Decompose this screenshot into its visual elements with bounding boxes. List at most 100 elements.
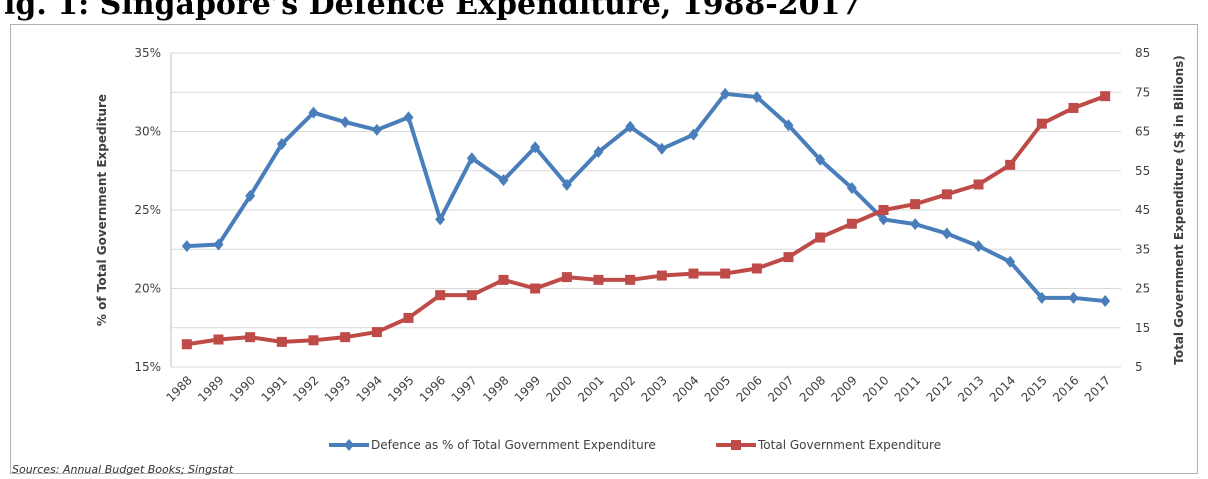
data-point-expenditure	[276, 336, 287, 347]
data-point-defence	[213, 238, 224, 251]
data-point-defence	[593, 145, 604, 158]
series-line-2	[186, 94, 1106, 347]
data-point-defence	[245, 189, 256, 202]
x-tick-label: 1994	[353, 373, 384, 404]
y-tick-label-left: 15%	[134, 360, 161, 374]
data-point-defence	[1036, 291, 1047, 304]
data-point-defence	[625, 120, 636, 133]
x-tick-label: 2012	[923, 373, 954, 404]
y-tick-label-right: 35	[1135, 242, 1150, 256]
data-point-expenditure	[1005, 159, 1016, 170]
x-tick-label: 2007	[765, 373, 796, 404]
data-point-defence	[656, 142, 667, 155]
data-point-defence	[941, 227, 952, 240]
data-point-expenditure	[561, 272, 572, 283]
data-point-expenditure	[1068, 102, 1079, 113]
y-tick-label-left: 20%	[134, 282, 161, 296]
x-tick-label: 2009	[828, 373, 859, 404]
data-point-expenditure	[656, 270, 667, 281]
data-point-defence	[910, 218, 921, 231]
data-point-expenditure	[530, 283, 541, 294]
data-point-expenditure	[720, 268, 731, 279]
data-point-expenditure	[973, 179, 984, 190]
legend-marker-diamond	[344, 439, 354, 451]
data-point-expenditure	[340, 332, 351, 343]
legend-marker-square	[731, 440, 741, 450]
data-point-defence	[751, 90, 762, 103]
data-point-defence	[181, 240, 192, 253]
page-title: ig. 1: Singapore’s Defence Expenditure, …	[4, 0, 862, 22]
source-note: Sources: Annual Budget Books; Singstat	[12, 463, 234, 476]
legend-label: Defence as % of Total Government Expendi…	[371, 438, 656, 452]
data-point-defence	[276, 138, 287, 151]
data-point-defence	[561, 178, 572, 191]
chart-frame: 15% 20% 25% 30% 35% 5 15 25 35 45 55 65 75 85 1988 1989…	[10, 24, 1198, 474]
y-tick-label-right: 45	[1135, 203, 1150, 217]
x-tick-label: 1993	[322, 373, 353, 404]
x-tick-label: 2014	[987, 373, 1018, 404]
data-point-defence	[1100, 295, 1111, 308]
data-point-defence	[498, 174, 509, 187]
x-tick-label: 2008	[797, 373, 828, 404]
data-point-expenditure	[403, 312, 414, 323]
data-point-defence	[308, 106, 319, 119]
x-tick-label: 1997	[448, 373, 479, 404]
data-point-expenditure	[1100, 91, 1111, 102]
x-tick-label: 1989	[195, 373, 226, 404]
x-tick-label: 1999	[512, 373, 543, 404]
data-point-expenditure	[213, 334, 224, 345]
data-point-defence	[371, 123, 382, 136]
y-tick-label-right: 55	[1135, 164, 1150, 178]
data-point-expenditure	[783, 252, 794, 263]
data-point-expenditure	[498, 274, 509, 285]
data-point-expenditure	[751, 263, 762, 274]
data-point-expenditure	[941, 189, 952, 200]
x-tick-label: 2010	[860, 373, 891, 404]
data-point-expenditure	[688, 268, 699, 279]
x-tick-label: 2016	[1050, 373, 1081, 404]
x-tick-label: 2015	[1018, 373, 1049, 404]
data-point-defence	[878, 213, 889, 226]
y-tick-label-right: 25	[1135, 282, 1150, 296]
y-tick-label-right: 65	[1135, 125, 1150, 139]
data-point-expenditure	[593, 274, 604, 285]
y-tick-label-left: 30%	[134, 125, 161, 139]
data-point-expenditure	[846, 218, 857, 229]
x-tick-label: 1992	[290, 373, 321, 404]
y-axis-title-right: Total Government Expenditure (S$ in Bill…	[1172, 55, 1186, 365]
y-tick-label-right: 15	[1135, 321, 1150, 335]
data-point-expenditure	[466, 290, 477, 301]
x-tick-label: 2005	[702, 373, 733, 404]
series-line-1	[186, 91, 1106, 304]
data-point-defence	[1005, 255, 1016, 268]
data-point-expenditure	[308, 335, 319, 346]
data-point-defence	[1068, 291, 1079, 304]
x-tick-label: 1991	[258, 373, 289, 404]
data-point-defence	[720, 87, 731, 100]
data-point-defence	[530, 141, 541, 154]
data-point-defence	[340, 116, 351, 129]
data-point-expenditure	[435, 290, 446, 301]
data-point-defence	[403, 111, 414, 124]
x-tick-label: 2001	[575, 373, 606, 404]
data-point-expenditure	[910, 199, 921, 210]
x-tick-label: 1988	[163, 373, 194, 404]
data-point-expenditure	[815, 232, 826, 243]
x-tick-label: 2000	[543, 373, 574, 404]
y-tick-label-right: 75	[1135, 85, 1150, 99]
data-point-expenditure	[371, 327, 382, 338]
x-tick-label: 2006	[733, 373, 764, 404]
y-tick-label-left: 35%	[134, 46, 161, 60]
y-tick-label-right: 5	[1135, 360, 1143, 374]
legend-label: Total Government Expenditure	[757, 438, 941, 452]
data-point-expenditure	[878, 205, 889, 215]
data-point-defence	[815, 153, 826, 166]
x-tick-label: 1998	[480, 373, 511, 404]
data-point-expenditure	[1036, 118, 1047, 129]
data-point-defence	[688, 128, 699, 141]
x-tick-label: 2002	[607, 373, 638, 404]
line-chart: 15% 20% 25% 30% 35% 5 15 25 35 45 55 65 75 85 1988 1989…	[95, 46, 1186, 452]
x-tick-label: 1996	[417, 373, 448, 404]
x-tick-label: 2017	[1082, 373, 1113, 404]
data-point-expenditure	[245, 332, 256, 343]
